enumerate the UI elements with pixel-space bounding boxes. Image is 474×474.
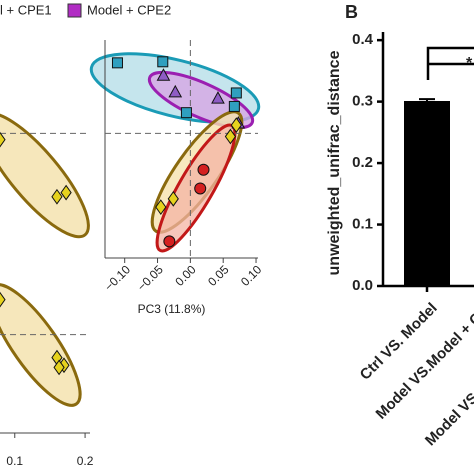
legend-label: l + CPE1 [0,2,52,17]
group-ellipse [0,283,82,407]
point [230,87,242,99]
legend-label: Model + CPE2 [87,2,171,17]
y-tick-label: 0.0 [352,277,373,294]
point [111,57,123,69]
x-tick-label: 0.05 [205,262,232,289]
y-axis-label: unweighted_unifrac_distance [326,50,343,275]
point [163,235,176,248]
error-bar [419,98,435,101]
bar [404,100,450,287]
point [155,199,167,215]
x-tick-label: 0.2 [77,454,94,468]
y-tick-label: 0.4 [352,31,374,48]
y-tick-label: 0.2 [352,154,373,171]
x-axis-label: PC3 (11.8%) [138,302,206,316]
point [157,56,169,68]
y-tick-label: 0.1 [352,216,373,233]
x-tick-label: −0.10 [102,262,134,294]
point [60,184,72,201]
point [180,107,192,119]
point [228,100,240,112]
point [197,163,210,176]
x-tick-label: 0.1 [6,454,23,468]
point [167,190,179,207]
significance-bracket [426,46,474,80]
point [0,291,6,308]
point [0,131,6,148]
legend-swatch [67,3,82,18]
point [53,359,65,376]
x-tick-label: −0.05 [135,262,167,294]
x-tick-label: 0.10 [238,262,265,289]
x-tick-label: 0.00 [172,262,199,289]
x-tick-label: Model VS [422,390,474,450]
point [230,117,242,133]
point [211,91,225,104]
point [194,182,207,195]
point [156,68,171,81]
group-ellipse [0,111,90,239]
annotation: * [466,55,473,72]
point [224,128,237,145]
y-tick-label: 0.3 [352,93,373,110]
point [51,188,63,205]
panel-title: B [345,2,358,22]
point [168,84,183,98]
